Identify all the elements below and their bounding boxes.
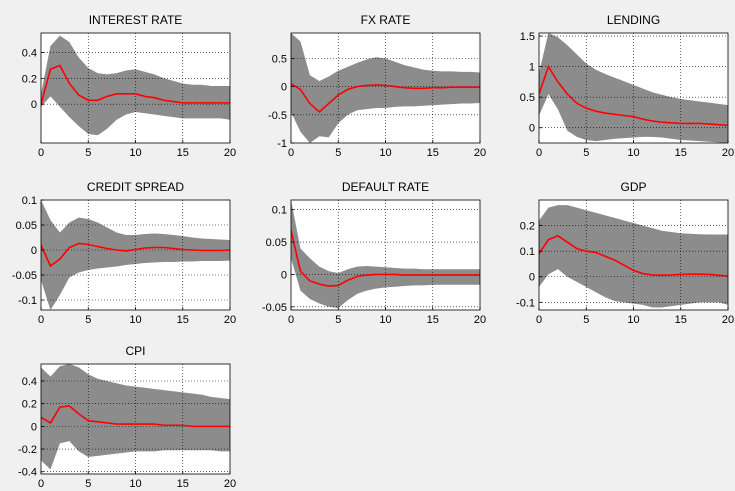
- x-tick-label: 5: [583, 314, 589, 326]
- y-tick-label: 0: [31, 421, 37, 433]
- y-tick-label: -0.1: [18, 295, 37, 307]
- x-tick-label: 0: [38, 314, 44, 326]
- y-tick-label: 1.5: [520, 31, 535, 43]
- x-tick-label: 0: [288, 314, 294, 326]
- y-tick-label: 0.05: [16, 220, 37, 232]
- panel-title: FX RATE: [361, 13, 411, 27]
- x-tick-label: 5: [85, 147, 91, 159]
- y-tick-label: 0: [31, 99, 37, 111]
- x-tick-label: 10: [627, 147, 639, 159]
- panel-title: DEFAULT RATE: [342, 180, 429, 194]
- median-response-line: [539, 234, 728, 278]
- y-tick-label: 0: [529, 272, 535, 284]
- x-tick-label: 15: [427, 147, 439, 159]
- median-response-line: [41, 242, 230, 268]
- x-tick-label: 10: [129, 314, 141, 326]
- y-tick-label: 0.2: [22, 399, 37, 411]
- x-tick-label: 10: [379, 314, 391, 326]
- panel-title: CREDIT SPREAD: [87, 180, 184, 194]
- y-tick-label: 0.5: [520, 92, 535, 104]
- x-tick-label: 20: [224, 478, 236, 490]
- confidence-band: [41, 364, 230, 470]
- x-tick-label: 0: [536, 147, 542, 159]
- y-tick-label: 0: [529, 123, 535, 135]
- y-tick-label: 0.1: [22, 195, 37, 207]
- median-response-line: [41, 405, 230, 428]
- panel-title: GDP: [620, 180, 646, 194]
- panel-title: LENDING: [607, 13, 660, 27]
- x-tick-label: 0: [38, 147, 44, 159]
- y-tick-label: 0.5: [272, 53, 287, 65]
- x-tick-label: 0: [536, 314, 542, 326]
- x-tick-label: 15: [177, 147, 189, 159]
- panel-interest-rate: 0 5 10 15 20 0 0.2 0.4 INTEREST RATE: [22, 13, 236, 159]
- x-tick-label: 15: [675, 314, 687, 326]
- x-tick-label: 0: [288, 147, 294, 159]
- y-tick-label: -0.1: [516, 297, 535, 309]
- x-tick-label: 20: [722, 314, 734, 326]
- y-tick-label: 0.4: [22, 376, 37, 388]
- x-tick-label: 20: [224, 314, 236, 326]
- x-tick-label: 10: [627, 314, 639, 326]
- median-response-line: [291, 83, 480, 114]
- x-tick-label: 10: [129, 147, 141, 159]
- y-tick-label: 0: [31, 245, 37, 257]
- panel-cpi: 0 5 10 15 20 -0.4 -0.2 0 0.2 0.4 CPI: [18, 344, 236, 490]
- median-response-line: [41, 64, 230, 105]
- x-tick-label: 10: [129, 478, 141, 490]
- y-tick-label: 1: [529, 62, 535, 74]
- x-tick-label: 20: [474, 147, 486, 159]
- panel-lending: 0 5 10 15 20 0 0.5 1 1.5 LENDING: [520, 13, 734, 159]
- x-tick-label: 5: [583, 147, 589, 159]
- x-tick-label: 5: [85, 478, 91, 490]
- x-tick-label: 20: [722, 147, 734, 159]
- median-response-line: [291, 230, 480, 287]
- panel-title: CPI: [125, 344, 145, 358]
- x-tick-label: 20: [224, 147, 236, 159]
- y-tick-label: -0.2: [18, 444, 37, 456]
- y-tick-label: 0.4: [22, 47, 37, 59]
- y-tick-label: 0.05: [266, 237, 287, 249]
- y-tick-label: -0.5: [268, 110, 287, 122]
- y-tick-label: 0.1: [520, 246, 535, 258]
- x-tick-label: 15: [427, 314, 439, 326]
- y-tick-label: -0.05: [12, 270, 37, 282]
- x-tick-label: 5: [85, 314, 91, 326]
- panel-credit-spread: 0 5 10 15 20 -0.1 -0.05 0 0.05 0.1 CREDIT SPREAD: [12, 180, 236, 326]
- y-tick-label: -0.4: [18, 467, 37, 479]
- confidence-band: [41, 35, 230, 136]
- median-response-line: [539, 64, 728, 127]
- x-tick-label: 5: [335, 314, 341, 326]
- y-tick-label: 0.2: [22, 73, 37, 85]
- y-tick-label: -0.05: [262, 302, 287, 314]
- x-tick-label: 0: [38, 478, 44, 490]
- y-tick-label: 0.1: [272, 205, 287, 217]
- x-tick-label: 5: [335, 147, 341, 159]
- x-tick-label: 10: [379, 147, 391, 159]
- x-tick-label: 15: [177, 314, 189, 326]
- x-tick-label: 15: [675, 147, 687, 159]
- x-tick-label: 20: [474, 314, 486, 326]
- y-tick-label: 0.2: [520, 221, 535, 233]
- x-tick-label: 15: [177, 478, 189, 490]
- panel-title: INTEREST RATE: [89, 13, 183, 27]
- y-tick-label: 0: [281, 269, 287, 281]
- y-tick-label: -1: [277, 138, 287, 150]
- panel-fx-rate: 0 5 10 15 20 -1 -0.5 0 0.5 FX RATE: [268, 13, 486, 159]
- y-tick-label: 0: [281, 82, 287, 94]
